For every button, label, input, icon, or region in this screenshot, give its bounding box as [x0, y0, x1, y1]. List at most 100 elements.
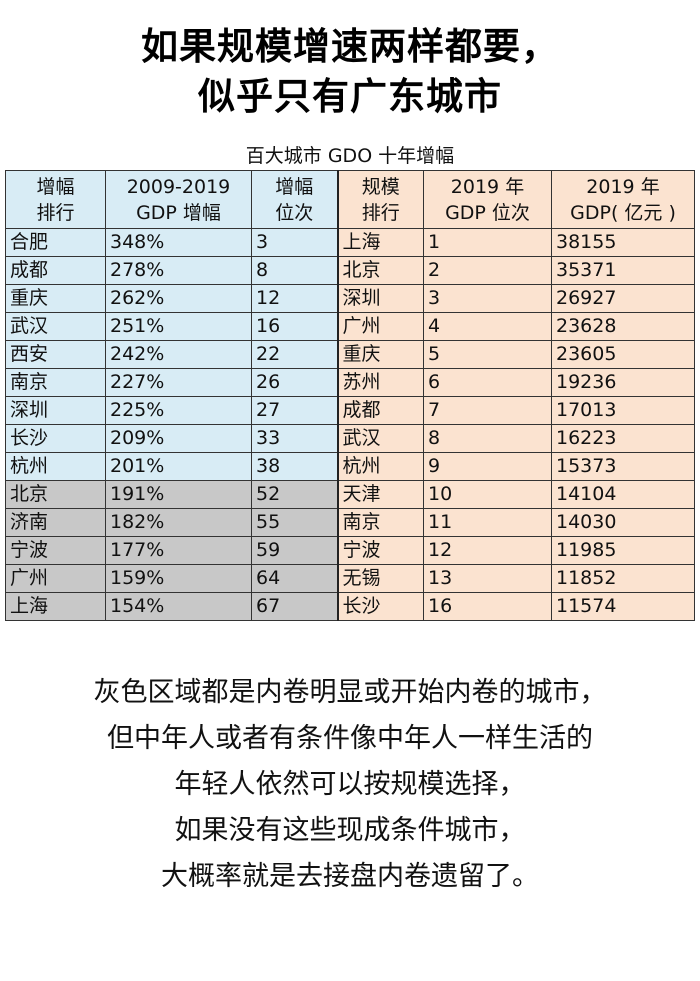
- growth-pos-cell: 33: [251, 424, 338, 453]
- growth-cell: 262%: [105, 284, 252, 313]
- scale-rank-city-cell: 深圳: [336, 284, 424, 313]
- growth-cell: 177%: [105, 536, 252, 565]
- gdp-pos-cell: 13: [423, 564, 552, 593]
- gdp-pos-cell: 1: [423, 228, 552, 257]
- scale-rank-city-cell: 天津: [336, 480, 424, 509]
- heading-line-1: 如果规模增速两样都要，: [141, 25, 559, 68]
- gdp-value-cell: 23605: [551, 340, 695, 369]
- gdp-pos-cell: 16: [423, 592, 552, 621]
- growth-rank-city-cell: 上海: [5, 592, 106, 621]
- gdp-pos-cell: 5: [423, 340, 552, 369]
- gdp-value-cell: 38155: [551, 228, 695, 257]
- header-scale-rank-line-1: 规模: [361, 175, 400, 198]
- table-body: 合肥 348% 3 上海 1 38155 成都 278% 8 北京 2 35371 重庆 262% 12 深圳…: [5, 228, 695, 621]
- heading-line-2: 似乎只有广东城市: [198, 75, 502, 118]
- growth-pos-cell: 55: [251, 508, 338, 537]
- paragraph-line-3: 年轻人依然可以按规模选择，: [174, 769, 526, 800]
- table-row: 长沙 209% 33 武汉 8 16223: [5, 424, 695, 453]
- growth-rank-city-cell: 深圳: [5, 396, 106, 425]
- growth-cell: 182%: [105, 508, 252, 537]
- growth-pos-cell: 8: [251, 256, 338, 285]
- gdp-pos-cell: 6: [423, 368, 552, 397]
- gdp-value-cell: 14030: [551, 508, 695, 537]
- header-growth-rank: 增幅 排行: [5, 170, 106, 229]
- table-row: 北京 191% 52 天津 10 14104: [5, 480, 695, 509]
- growth-rank-city-cell: 重庆: [5, 284, 106, 313]
- growth-pos-cell: 26: [251, 368, 338, 397]
- gdp-pos-cell: 12: [423, 536, 552, 565]
- growth-cell: 348%: [105, 228, 252, 257]
- growth-rank-city-cell: 合肥: [5, 228, 106, 257]
- growth-cell: 154%: [105, 592, 252, 621]
- growth-pos-cell: 59: [251, 536, 338, 565]
- gdp-pos-cell: 9: [423, 452, 552, 481]
- growth-cell: 209%: [105, 424, 252, 453]
- header-scale-rank-line-2: 排行: [361, 201, 400, 224]
- scale-rank-city-cell: 广州: [336, 312, 424, 341]
- table-header-row: 增幅 排行 2009-2019 GDP 增幅 增幅 位次 规模 排行 2019 …: [5, 170, 695, 229]
- scale-rank-city-cell: 重庆: [336, 340, 424, 369]
- paragraph-line-4: 如果没有这些现成条件城市，: [174, 815, 526, 846]
- growth-pos-cell: 67: [251, 592, 338, 621]
- gdp-value-cell: 14104: [551, 480, 695, 509]
- gdp-pos-cell: 4: [423, 312, 552, 341]
- gdp-value-cell: 11852: [551, 564, 695, 593]
- gdp-pos-cell: 7: [423, 396, 552, 425]
- growth-pos-cell: 12: [251, 284, 338, 313]
- growth-pos-cell: 22: [251, 340, 338, 369]
- scale-rank-city-cell: 北京: [336, 256, 424, 285]
- scale-rank-city-cell: 长沙: [336, 592, 424, 621]
- header-growth: 2009-2019 GDP 增幅: [105, 170, 252, 229]
- growth-cell: 191%: [105, 480, 252, 509]
- table-row: 南京 227% 26 苏州 6 19236: [5, 368, 695, 397]
- scale-rank-city-cell: 无锡: [336, 564, 424, 593]
- growth-cell: 251%: [105, 312, 252, 341]
- gdp-pos-cell: 3: [423, 284, 552, 313]
- table-row: 成都 278% 8 北京 2 35371: [5, 256, 695, 285]
- scale-rank-city-cell: 南京: [336, 508, 424, 537]
- header-growth-pos: 增幅 位次: [251, 170, 338, 229]
- header-gdp-value-line-1: 2019 年: [586, 175, 660, 198]
- header-growth-rank-line-1: 增幅: [36, 175, 75, 198]
- scale-rank-city-cell: 杭州: [336, 452, 424, 481]
- table-row: 合肥 348% 3 上海 1 38155: [5, 228, 695, 257]
- header-gdp-pos-line-1: 2019 年: [450, 175, 525, 198]
- table-row: 宁波 177% 59 宁波 12 11985: [5, 536, 695, 565]
- growth-pos-cell: 16: [251, 312, 338, 341]
- gdp-value-cell: 26927: [551, 284, 695, 313]
- gdp-value-cell: 16223: [551, 424, 695, 453]
- gdp-value-cell: 11985: [551, 536, 695, 565]
- header-gdp-value: 2019 年 GDP( 亿元 ): [551, 170, 695, 229]
- growth-pos-cell: 64: [251, 564, 338, 593]
- gdp-pos-cell: 8: [423, 424, 552, 453]
- paragraph-line-5: 大概率就是去接盘内卷遗留了。: [161, 861, 539, 892]
- table-row: 深圳 225% 27 成都 7 17013: [5, 396, 695, 425]
- scale-rank-city-cell: 上海: [336, 228, 424, 257]
- table-row: 上海 154% 67 长沙 16 11574: [5, 592, 695, 621]
- gdp-value-cell: 23628: [551, 312, 695, 341]
- table-row: 广州 159% 64 无锡 13 11852: [5, 564, 695, 593]
- growth-cell: 201%: [105, 452, 252, 481]
- header-growth-line-2: GDP 增幅: [136, 201, 221, 224]
- scale-rank-city-cell: 苏州: [336, 368, 424, 397]
- header-scale-rank: 规模 排行: [336, 170, 424, 229]
- scale-rank-city-cell: 宁波: [336, 536, 424, 565]
- growth-rank-city-cell: 宁波: [5, 536, 106, 565]
- growth-cell: 242%: [105, 340, 252, 369]
- header-growth-pos-line-2: 位次: [275, 201, 314, 224]
- gdp-table: 增幅 排行 2009-2019 GDP 增幅 增幅 位次 规模 排行 2019 …: [5, 170, 695, 621]
- growth-rank-city-cell: 北京: [5, 480, 106, 509]
- growth-rank-city-cell: 长沙: [5, 424, 106, 453]
- growth-pos-cell: 38: [251, 452, 338, 481]
- paragraph-line-1: 灰色区域都是内卷明显或开始内卷的城市，: [93, 677, 607, 708]
- header-gdp-pos: 2019 年 GDP 位次: [423, 170, 552, 229]
- growth-cell: 227%: [105, 368, 252, 397]
- table-row: 武汉 251% 16 广州 4 23628: [5, 312, 695, 341]
- paragraph-line-2: 但中年人或者有条件像中年人一样生活的: [107, 723, 593, 754]
- growth-rank-city-cell: 广州: [5, 564, 106, 593]
- gdp-pos-cell: 2: [423, 256, 552, 285]
- gdp-value-cell: 35371: [551, 256, 695, 285]
- growth-rank-city-cell: 成都: [5, 256, 106, 285]
- gdp-pos-cell: 10: [423, 480, 552, 509]
- table-row: 西安 242% 22 重庆 5 23605: [5, 340, 695, 369]
